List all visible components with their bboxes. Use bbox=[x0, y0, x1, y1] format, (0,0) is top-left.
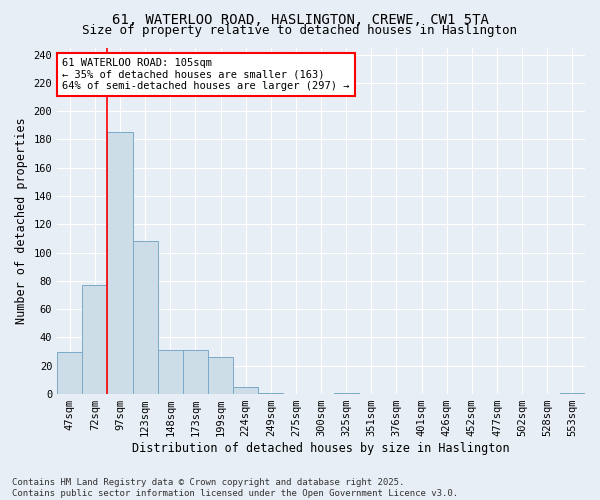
Bar bbox=[57, 352, 82, 394]
Y-axis label: Number of detached properties: Number of detached properties bbox=[15, 118, 28, 324]
Bar bbox=[233, 387, 258, 394]
Bar bbox=[560, 392, 585, 394]
X-axis label: Distribution of detached houses by size in Haslington: Distribution of detached houses by size … bbox=[132, 442, 510, 455]
Bar bbox=[208, 358, 233, 394]
Bar bbox=[107, 132, 133, 394]
Text: 61, WATERLOO ROAD, HASLINGTON, CREWE, CW1 5TA: 61, WATERLOO ROAD, HASLINGTON, CREWE, CW… bbox=[112, 12, 488, 26]
Bar bbox=[183, 350, 208, 394]
Text: Contains HM Land Registry data © Crown copyright and database right 2025.
Contai: Contains HM Land Registry data © Crown c… bbox=[12, 478, 458, 498]
Bar bbox=[82, 285, 107, 394]
Bar bbox=[258, 392, 283, 394]
Bar bbox=[334, 392, 359, 394]
Bar bbox=[158, 350, 183, 394]
Text: Size of property relative to detached houses in Haslington: Size of property relative to detached ho… bbox=[83, 24, 517, 37]
Text: 61 WATERLOO ROAD: 105sqm
← 35% of detached houses are smaller (163)
64% of semi-: 61 WATERLOO ROAD: 105sqm ← 35% of detach… bbox=[62, 58, 350, 91]
Bar bbox=[133, 242, 158, 394]
